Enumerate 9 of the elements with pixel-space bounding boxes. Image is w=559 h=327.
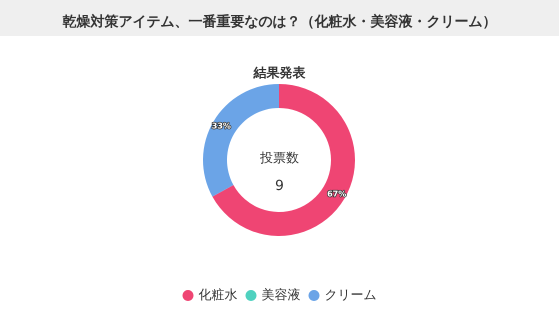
chart-subtitle: 結果発表: [252, 66, 306, 81]
text: 投票数: [259, 151, 299, 166]
legend-label: クリーム: [324, 288, 376, 303]
legend-label: 化粧水: [198, 288, 238, 303]
data-label: 33%: [212, 121, 231, 130]
legend-label: 美容液: [262, 287, 300, 303]
chart-title: 乾燥対策アイテム、一番重要なのは？（化粧水・美容液・クリーム）: [62, 13, 496, 30]
text: 9: [275, 178, 284, 194]
data-label: 67%: [327, 190, 346, 199]
